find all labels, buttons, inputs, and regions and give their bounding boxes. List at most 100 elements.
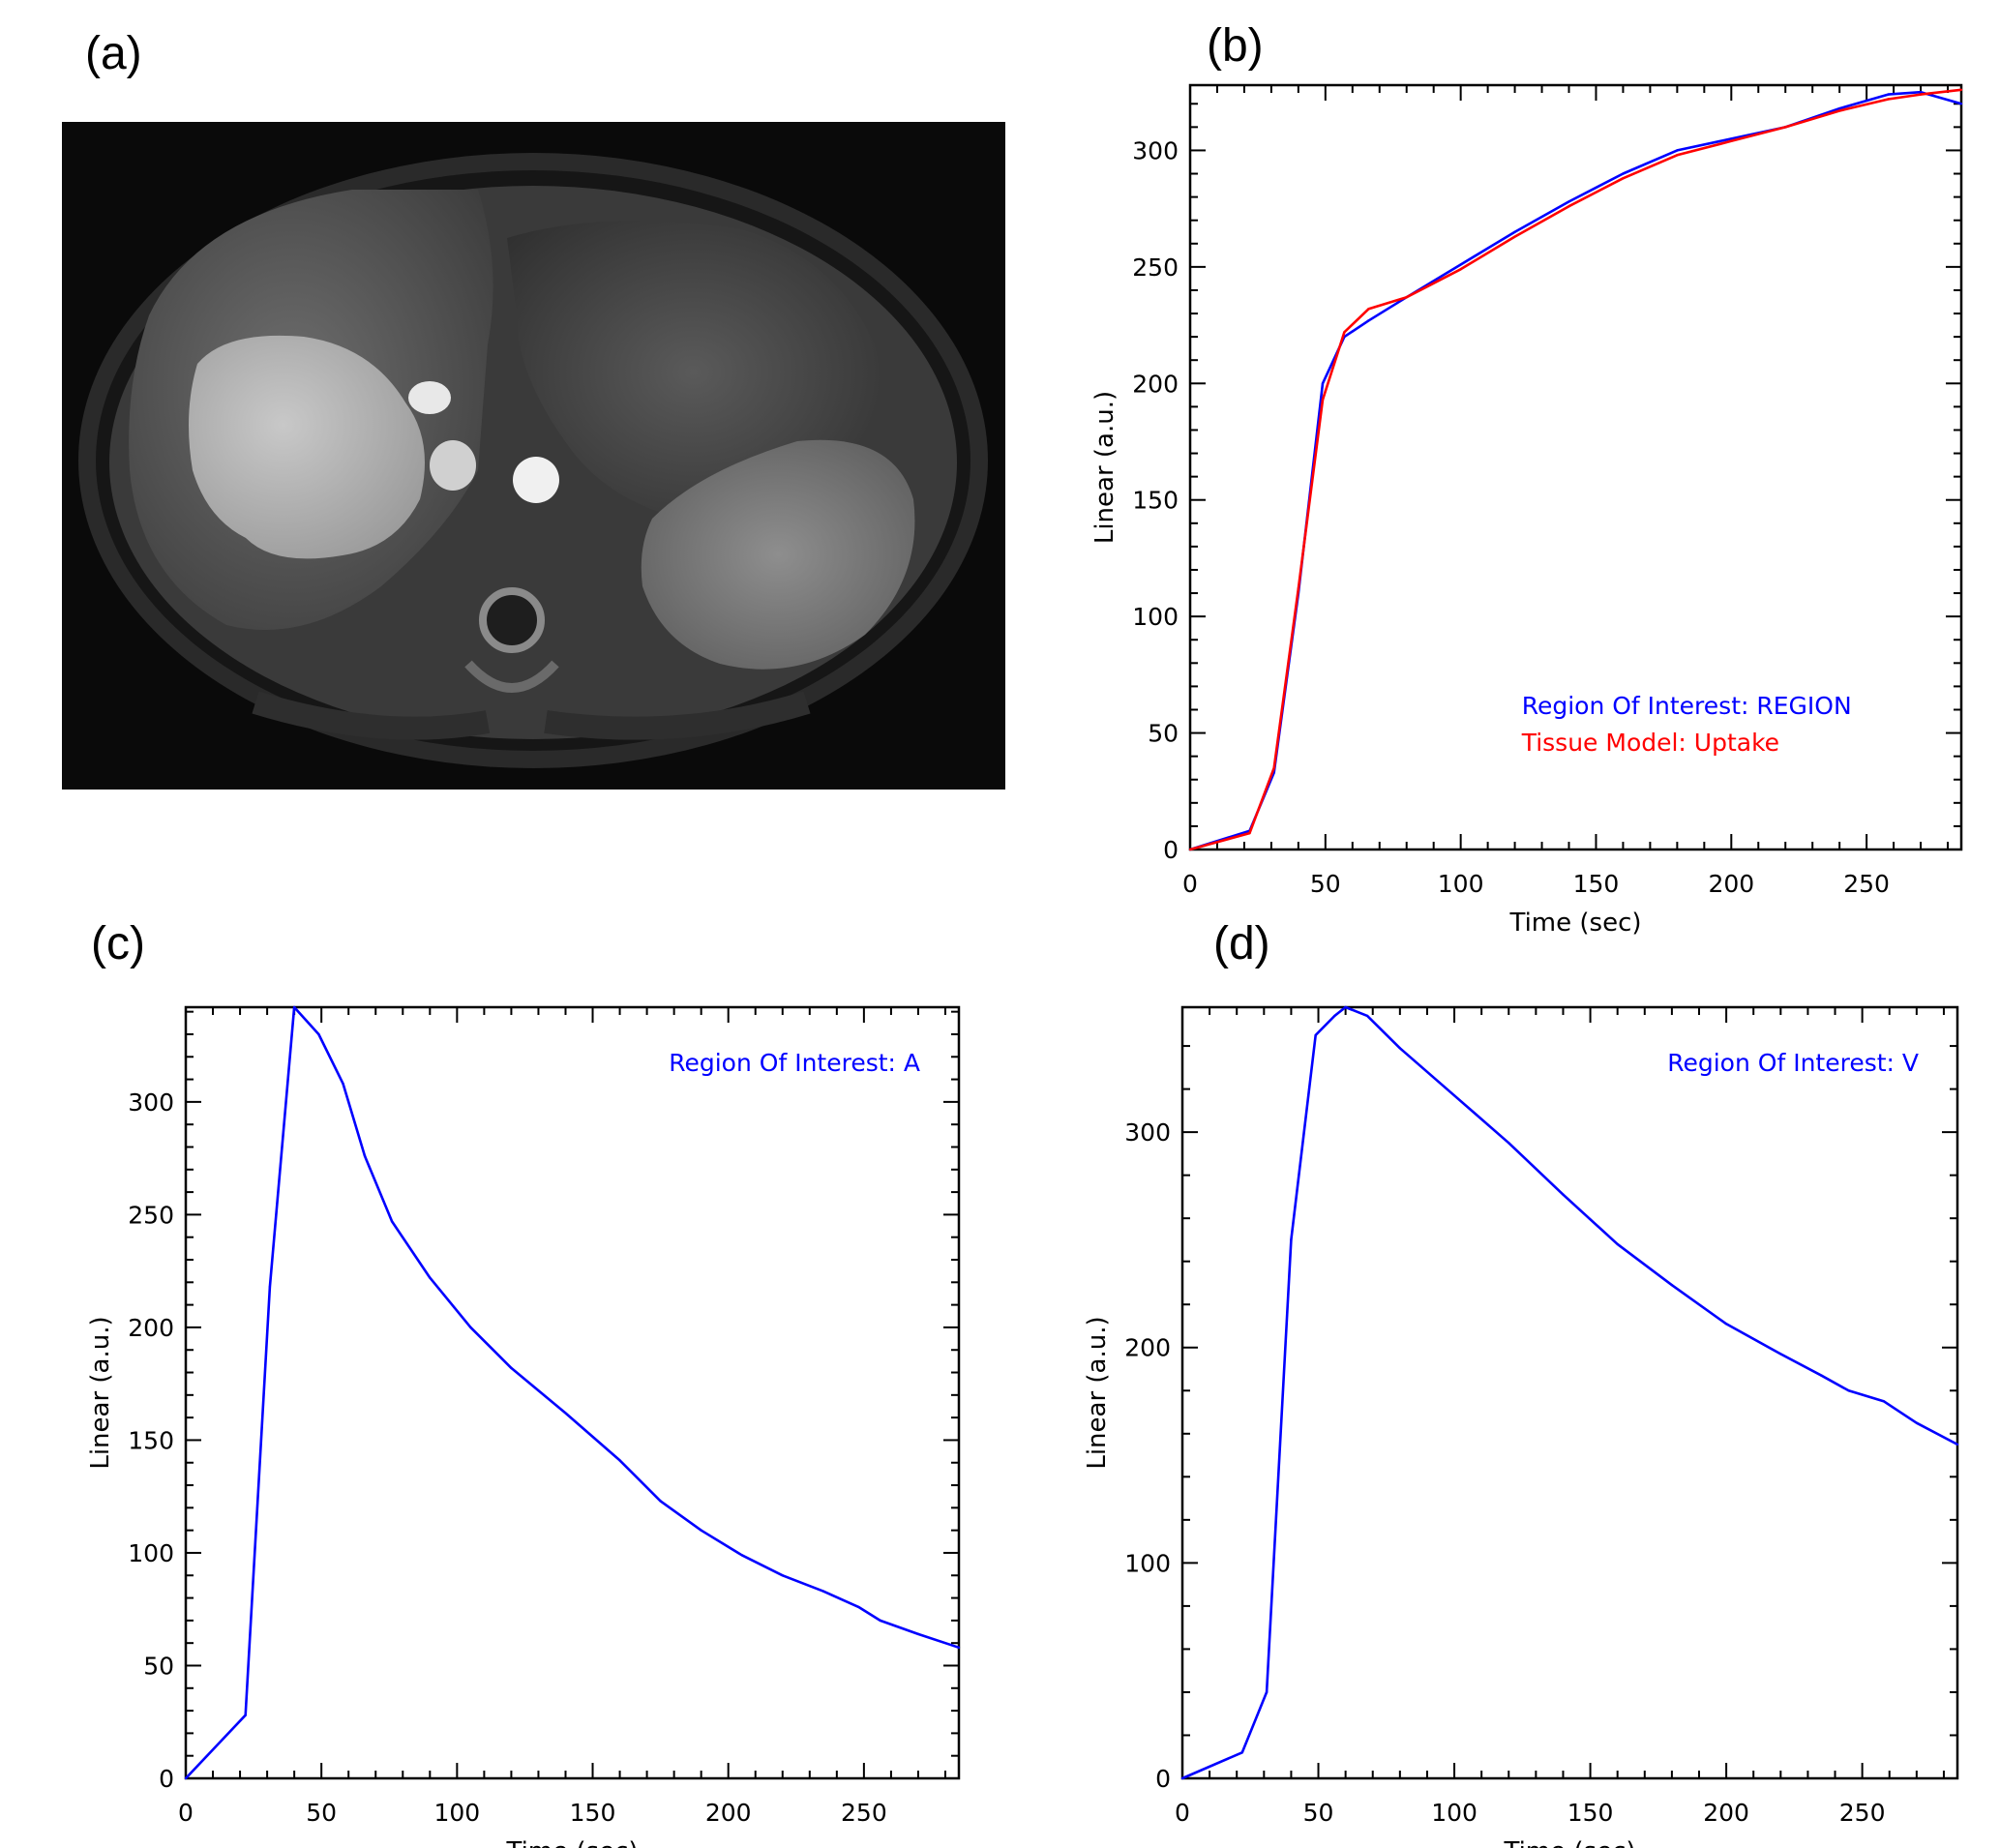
series-1-point (342, 1083, 344, 1086)
series-1-point (1820, 1374, 1823, 1377)
y-tick-label: 100 (1132, 603, 1179, 631)
series-1-point (1321, 382, 1325, 385)
series-2-point (1784, 126, 1787, 129)
series-1-point (244, 1714, 247, 1716)
plot-frame (1188, 83, 1963, 851)
series-2-point (1343, 331, 1346, 334)
series-1-point (510, 1366, 513, 1370)
series-2-point (1405, 295, 1408, 299)
x-tick-label: 50 (1303, 1799, 1334, 1827)
series-2-point (1321, 398, 1325, 402)
y-tick-label: 200 (128, 1314, 174, 1342)
series-1-point (659, 1500, 662, 1503)
series-2-point (1297, 587, 1300, 590)
x-tick-label: 150 (1573, 870, 1620, 898)
series-1-point (821, 1590, 825, 1593)
series-1-point (1837, 106, 1841, 110)
x-tick-label: 50 (306, 1799, 337, 1827)
series-2-point (1730, 139, 1733, 143)
y-tick-label: 250 (128, 1201, 174, 1229)
series-1-point (700, 1529, 702, 1532)
x-tick-label: 150 (1567, 1799, 1614, 1827)
series-line-1 (185, 1005, 960, 1779)
series-1-point (1452, 1094, 1456, 1097)
series-1-point (363, 1154, 367, 1158)
series-1-point (1290, 1238, 1293, 1241)
x-tick-label: 100 (1438, 870, 1484, 898)
y-tick-label: 100 (1124, 1549, 1171, 1577)
legend-entry-1: Region Of Interest: A (669, 1049, 920, 1077)
series-1-point (916, 1632, 920, 1636)
plot-frame (184, 1005, 961, 1780)
series-1-point (1730, 137, 1733, 140)
series-1-point (268, 1285, 272, 1289)
y-tick-label: 0 (1155, 1765, 1171, 1793)
legend-entry-2: Tissue Model: Uptake (1521, 729, 1779, 757)
series-1-point (1265, 1690, 1269, 1694)
series-1-point (1240, 1751, 1244, 1754)
series-2-point (1188, 848, 1192, 851)
x-tick-label: 200 (1708, 870, 1754, 898)
series-1-point (184, 1776, 188, 1780)
series-1-point (1670, 1283, 1674, 1287)
series-line-1 (1181, 1005, 1958, 1780)
series-1-point (1333, 1014, 1336, 1018)
series-2-point (1919, 93, 1923, 96)
series-1-point (1622, 172, 1625, 175)
y-tick-label: 0 (159, 1765, 174, 1793)
y-axis-label: Linear (a.u.) (86, 1316, 115, 1469)
mri-axial-image (62, 122, 1005, 790)
mri-illustration (78, 153, 988, 768)
series-2-point (1887, 98, 1890, 101)
x-tick-label: 250 (1843, 870, 1890, 898)
series-2-point (1459, 268, 1462, 271)
x-tick-label: 0 (1175, 1799, 1190, 1827)
chart-c: 0 50 100 150 200 250 0 50 100 150 200 250 300 Time (s… (86, 1005, 961, 1848)
series-2-point (1837, 109, 1841, 112)
x-tick-label: 100 (1431, 1799, 1478, 1827)
y-axis-label: Linear (a.u.) (1083, 1316, 1112, 1469)
series-2-point (1248, 831, 1251, 835)
series-1-point (1367, 319, 1370, 322)
x-tick-label: 200 (705, 1799, 752, 1827)
series-2-point (1567, 205, 1570, 208)
y-axis-label: Linear (a.u.) (1090, 391, 1119, 544)
x-tick-label: 0 (178, 1799, 194, 1827)
series-1-point (1398, 1047, 1402, 1050)
series-1-point (469, 1326, 472, 1329)
series-1-point (857, 1605, 860, 1609)
series-1-point (1513, 230, 1516, 233)
plot-frame (1180, 1005, 1959, 1780)
series-1-point (1959, 103, 1963, 105)
series-1-point (1724, 1323, 1728, 1326)
y-tick-label: 100 (128, 1539, 174, 1567)
series-1-point (1676, 149, 1679, 152)
panel-label-c: (c) (91, 918, 145, 969)
x-tick-label: 150 (570, 1799, 616, 1827)
series-1-point (618, 1459, 621, 1462)
series-1-point (1507, 1142, 1510, 1145)
y-tick-label: 250 (1132, 253, 1179, 282)
series-1-point (1887, 93, 1890, 96)
y-tick-label: 50 (1148, 720, 1179, 748)
series-1-point (317, 1032, 320, 1036)
series-1-point (1616, 1242, 1619, 1246)
panel-label-a: (a) (85, 28, 142, 79)
series-1-point (1779, 1353, 1782, 1356)
series-1-point (1180, 1776, 1184, 1780)
legend-entry-1: Region Of Interest: REGION (1522, 692, 1852, 720)
series-1-point (429, 1276, 432, 1279)
series-1-point (1847, 1389, 1850, 1392)
x-axis-label: Time (sec) (1503, 1837, 1635, 1848)
series-2-point (1272, 766, 1275, 769)
series-1-point (292, 1005, 296, 1009)
y-tick-label: 300 (128, 1088, 174, 1117)
series-1-point (564, 1412, 567, 1415)
y-tick-label: 200 (1124, 1334, 1171, 1362)
series-2-point (1622, 177, 1625, 180)
series-1-point (879, 1619, 881, 1623)
x-tick-label: 250 (1839, 1799, 1886, 1827)
x-tick-label: 0 (1182, 870, 1198, 898)
series-1-point (1365, 1014, 1369, 1018)
chart-b: 0 50 100 150 200 250 0 50 100 150 200 250 300 Time (s… (1090, 83, 1963, 938)
